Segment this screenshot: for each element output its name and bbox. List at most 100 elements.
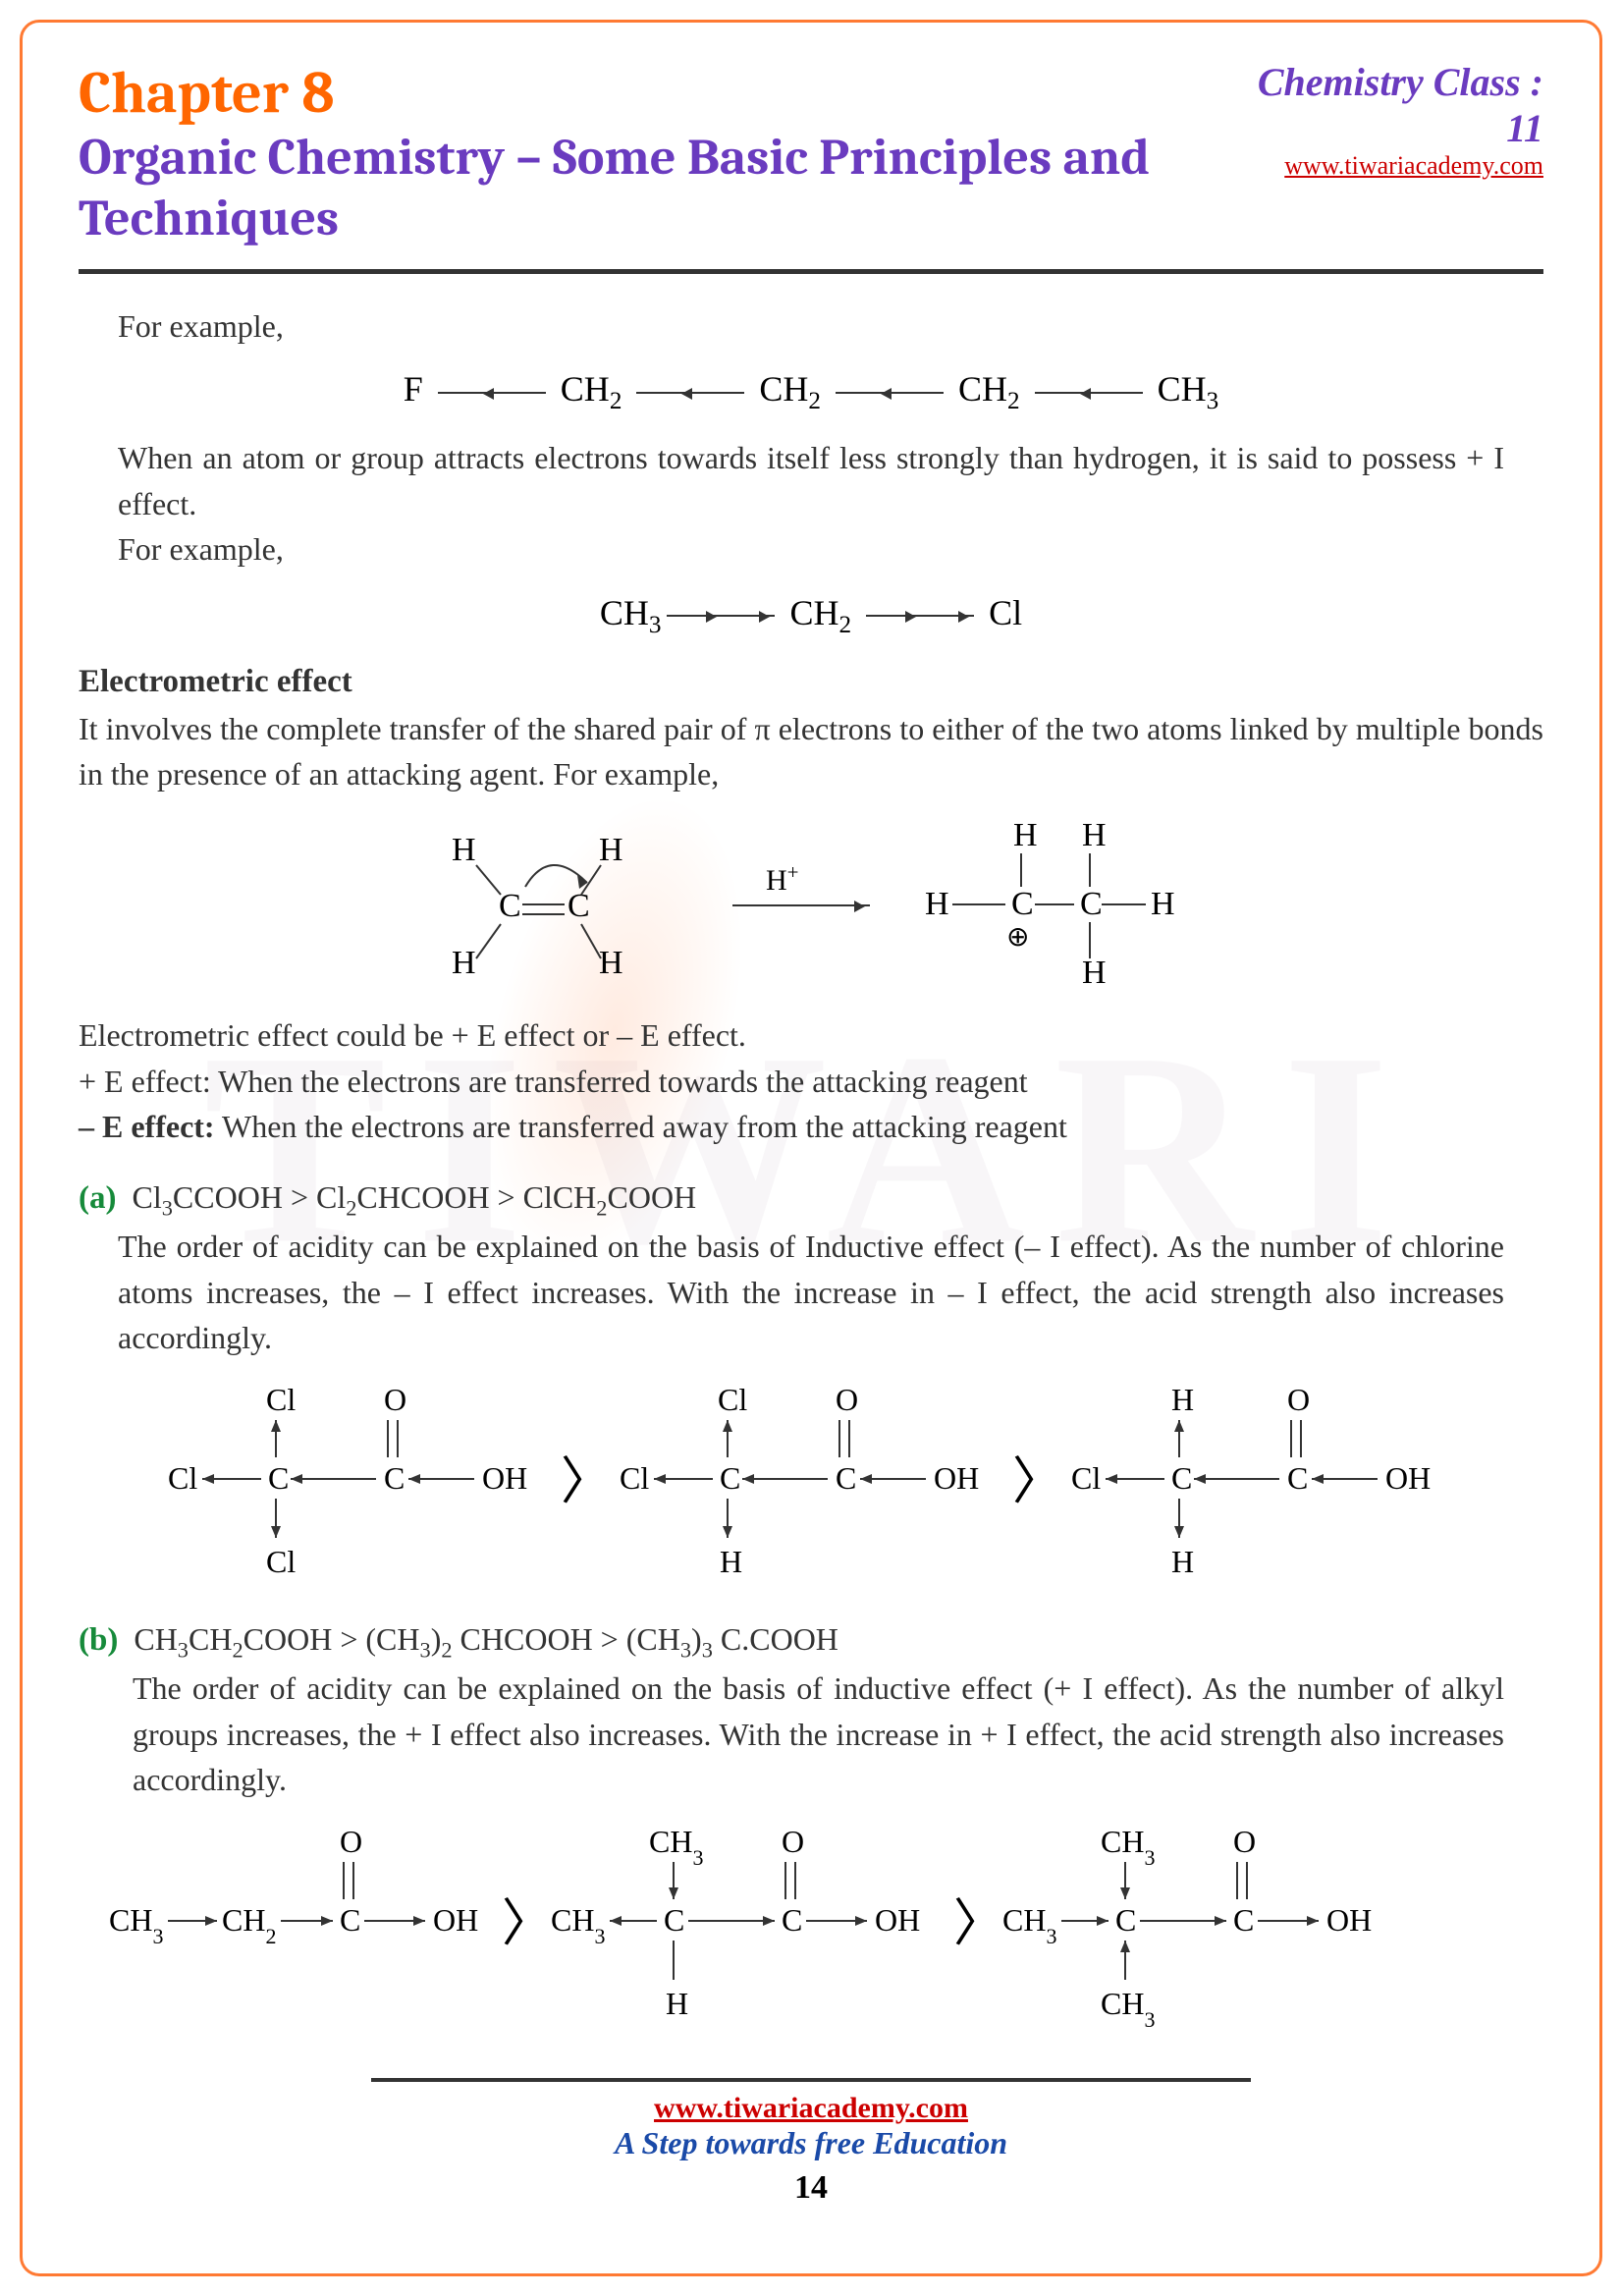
bond-arrow	[636, 392, 744, 394]
svg-text:H: H	[1082, 817, 1107, 853]
svg-text:H: H	[1082, 955, 1107, 991]
svg-text:O: O	[340, 1824, 362, 1859]
paragraph: – E effect: When the electrons are trans…	[79, 1104, 1543, 1149]
page-number: 14	[79, 2169, 1543, 2207]
ethene-structure: H H H H C C	[422, 826, 697, 983]
paragraph: The order of acidity can be explained on…	[118, 1224, 1504, 1360]
svg-text:⊕: ⊕	[1006, 922, 1029, 953]
svg-text:CH3: CH3	[109, 1902, 163, 1948]
svg-text:Cl: Cl	[1071, 1460, 1101, 1496]
svg-text:H: H	[599, 945, 623, 981]
svg-text:Cl: Cl	[266, 1544, 296, 1579]
header-url[interactable]: www.tiwariacademy.com	[1253, 151, 1543, 181]
svg-text:Cl: Cl	[620, 1460, 649, 1496]
equation-2: CH3 CH2 Cl	[79, 592, 1543, 639]
paragraph: When an atom or group attracts electrons…	[118, 435, 1504, 526]
svg-text:C: C	[384, 1460, 405, 1496]
svg-text:C: C	[340, 1902, 360, 1938]
svg-text:CH2: CH2	[222, 1902, 276, 1948]
svg-text:H: H	[452, 945, 476, 981]
footer: www.tiwariacademy.com A Step towards fre…	[79, 2078, 1543, 2207]
svg-text:H: H	[599, 832, 623, 868]
option-a: (a) Cl3CCOOH > Cl2CHCOOH > ClCH2COOH	[79, 1175, 1543, 1225]
svg-text:C: C	[1011, 886, 1034, 922]
svg-text:CH3: CH3	[649, 1824, 703, 1870]
acid-structures-a: ClO ClCCOH Cl 〉 ClO ClCCOH H	[148, 1381, 1474, 1597]
bond-arrow	[836, 392, 944, 394]
svg-text:Cl: Cl	[266, 1382, 296, 1417]
svg-text:OH: OH	[433, 1902, 478, 1938]
svg-text:C: C	[782, 1902, 802, 1938]
svg-text:H: H	[1171, 1382, 1194, 1417]
svg-text:C: C	[720, 1460, 740, 1496]
svg-text:C: C	[1115, 1902, 1136, 1938]
reaction-diagram: H H H H C C H+ H H H H C C H ⊕	[79, 816, 1543, 993]
footer-tagline: A Step towards free Education	[79, 2125, 1543, 2161]
svg-text:CH3: CH3	[1101, 1824, 1155, 1870]
footer-url[interactable]: www.tiwariacademy.com	[79, 2092, 1543, 2125]
svg-text:OH: OH	[934, 1460, 979, 1496]
option-b: (b) CH3CH2COOH > (CH3)2 CHCOOH > (CH3)3 …	[79, 1616, 1543, 1667]
header: Chapter 8 Organic Chemistry – Some Basic…	[79, 59, 1543, 249]
bond-arrow	[866, 615, 974, 617]
svg-text:O: O	[782, 1824, 804, 1859]
svg-text:C: C	[664, 1902, 684, 1938]
svg-text:O: O	[1233, 1824, 1256, 1859]
section-heading: Electrometric effect	[79, 659, 1543, 706]
bond-arrow	[1035, 392, 1143, 394]
paragraph: Electrometric effect could be + E effect…	[79, 1012, 1543, 1058]
equation-1: F CH2 CH2 CH2 CH3	[79, 368, 1543, 415]
paragraph: For example,	[118, 303, 1504, 349]
svg-text:C: C	[268, 1460, 289, 1496]
svg-text:H: H	[1171, 1544, 1194, 1579]
svg-text:OH: OH	[482, 1460, 527, 1496]
svg-text:C: C	[1171, 1460, 1192, 1496]
svg-text:H: H	[1151, 886, 1175, 922]
divider	[79, 269, 1543, 274]
option-label-b: (b)	[79, 1622, 118, 1658]
svg-text:OH: OH	[1326, 1902, 1372, 1938]
svg-text:OH: OH	[1385, 1460, 1431, 1496]
svg-text:C: C	[499, 888, 521, 924]
class-label: Chemistry Class : 11	[1253, 59, 1543, 151]
page-content: Chapter 8 Organic Chemistry – Some Basic…	[79, 59, 1543, 2207]
svg-text:〉: 〉	[561, 1454, 612, 1510]
svg-text:CH3: CH3	[1002, 1902, 1056, 1948]
paragraph: + E effect: When the electrons are trans…	[79, 1059, 1543, 1104]
svg-text:C: C	[568, 888, 590, 924]
svg-text:C: C	[836, 1460, 856, 1496]
svg-text:C: C	[1287, 1460, 1308, 1496]
svg-text:H: H	[925, 886, 949, 922]
svg-text:Cl: Cl	[168, 1460, 197, 1496]
svg-text:H: H	[452, 832, 476, 868]
option-label-a: (a)	[79, 1180, 116, 1216]
svg-text:〉: 〉	[1012, 1454, 1063, 1510]
svg-text:〉: 〉	[953, 1896, 1004, 1952]
footer-divider	[371, 2078, 1250, 2082]
carbocation-structure: H H H H C C H ⊕	[905, 816, 1200, 993]
paragraph: For example,	[118, 526, 1504, 572]
bond-arrow	[438, 392, 546, 394]
structure-row-b: O CH3 CH2 C OH 〉 CH3 O CH3 C C OH H 〉	[79, 1823, 1543, 2039]
svg-text:O: O	[836, 1382, 858, 1417]
svg-text:H: H	[666, 1986, 688, 2021]
acid-structures-b: O CH3 CH2 C OH 〉 CH3 O CH3 C C OH H 〉	[99, 1823, 1523, 2039]
structure-row-a: ClO ClCCOH Cl 〉 ClO ClCCOH H	[79, 1381, 1543, 1597]
svg-text:O: O	[384, 1382, 406, 1417]
svg-text:C: C	[1233, 1902, 1254, 1938]
svg-text:C: C	[1080, 886, 1103, 922]
paragraph: The order of acidity can be explained on…	[133, 1666, 1504, 1802]
svg-text:O: O	[1287, 1382, 1310, 1417]
svg-text:〉: 〉	[502, 1896, 553, 1952]
paragraph: It involves the complete transfer of the…	[79, 706, 1543, 797]
svg-text:Cl: Cl	[718, 1382, 747, 1417]
svg-text:H: H	[720, 1544, 742, 1579]
svg-text:CH3: CH3	[1101, 1986, 1155, 2032]
reaction-arrow	[732, 904, 870, 906]
svg-text:CH3: CH3	[551, 1902, 605, 1948]
chapter-title: Organic Chemistry – Some Basic Principle…	[79, 127, 1253, 249]
svg-text:H: H	[1013, 817, 1038, 853]
chapter-number: Chapter 8	[79, 59, 1253, 127]
reagent-label: H+	[766, 860, 799, 898]
bond-arrow	[667, 615, 775, 617]
